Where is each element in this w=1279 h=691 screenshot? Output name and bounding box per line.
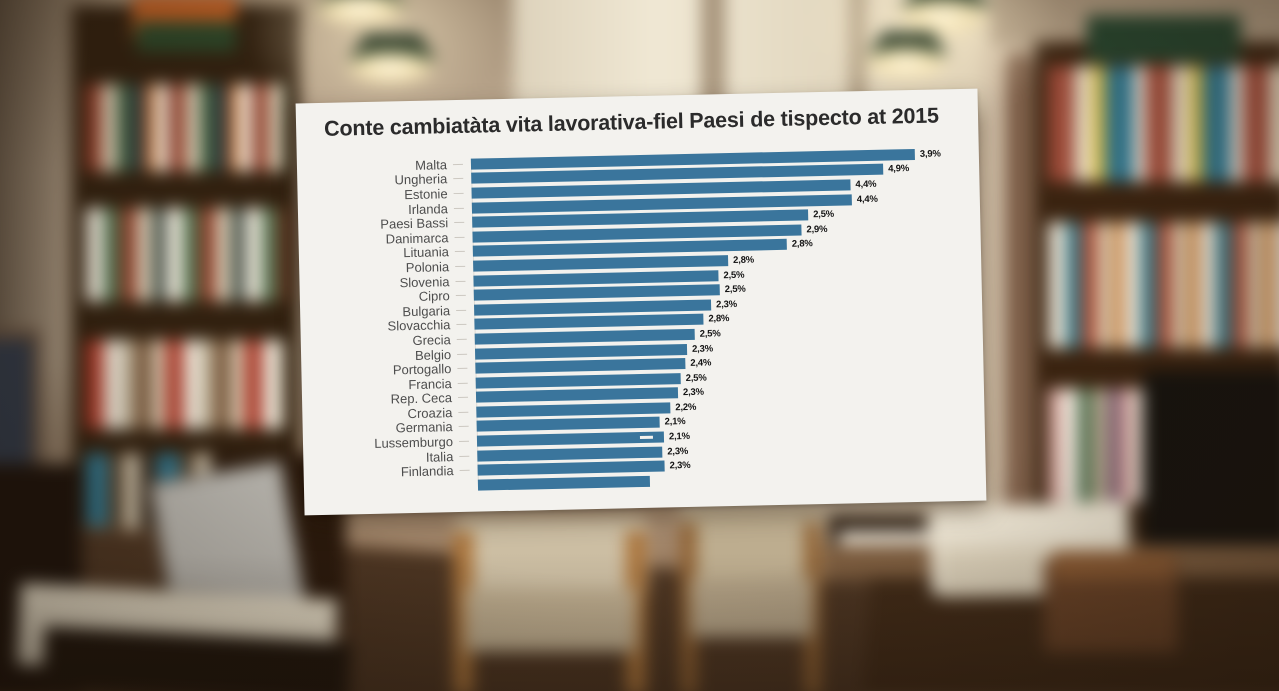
value-label: 2,8% (732, 254, 755, 266)
axis-tick (458, 426, 469, 428)
axis-tick (456, 309, 467, 311)
value-label: 2,3% (691, 342, 714, 355)
value-label: 2,1% (668, 431, 690, 443)
value-label: 2,3% (667, 445, 689, 458)
axis-tick (458, 397, 469, 399)
chart-title: Conte cambiatàta vita lavorativa-fiel Pa… (323, 103, 940, 141)
axis-tick (458, 440, 470, 443)
axis-tick (453, 192, 464, 195)
value-label: 2,9% (806, 223, 828, 236)
value-label: 4,4% (856, 193, 878, 205)
value-label: 2,5% (813, 208, 835, 221)
value-label: 2,3% (682, 386, 704, 399)
axis-tick (457, 367, 468, 370)
lamp-glow (893, 0, 994, 36)
value-label: 3,9% (919, 148, 941, 160)
axis-tick (453, 178, 464, 180)
value-label: 2,8% (708, 313, 730, 325)
value-label: 2,5% (723, 269, 745, 281)
axis-tick (452, 163, 463, 165)
armchair-post (680, 522, 697, 691)
value-label: 2,5% (724, 283, 746, 296)
axis-tick (454, 236, 465, 238)
bar (477, 475, 651, 491)
axis-tick (456, 338, 467, 340)
axis-tick (454, 251, 465, 253)
chart-poster: Conte cambiatàta vita lavorativa-fiel Pa… (295, 88, 987, 516)
category-label (304, 485, 454, 488)
value-label: 4,9% (888, 163, 910, 175)
axis-tick (457, 353, 468, 355)
book-row (85, 339, 285, 430)
armchair-back (680, 507, 823, 589)
axis-tick (454, 222, 465, 224)
armchair-seat (465, 588, 636, 652)
axis-tick (455, 280, 466, 282)
armchair-post (804, 522, 821, 691)
value-label: 2,3% (669, 460, 691, 472)
axis-tick (459, 455, 470, 457)
axis-tick (459, 470, 470, 472)
value-label: 2,5% (685, 372, 707, 384)
value-label: 2,4% (690, 357, 712, 370)
axis-tick (455, 294, 466, 297)
axis-tick (458, 411, 469, 413)
book-row (85, 207, 285, 302)
lamp-glow (341, 49, 440, 87)
value-label: 2,8% (791, 238, 813, 251)
axis-tick (456, 324, 467, 326)
books-on-top (136, 21, 237, 52)
axis-tick (455, 265, 466, 267)
book-stack-top (1052, 551, 1174, 580)
value-label: 2,5% (699, 328, 721, 340)
lamp-glow (309, 0, 411, 28)
book-row (1048, 65, 1279, 182)
value-label: 2,3% (715, 298, 738, 311)
value-label: 2,2% (675, 401, 697, 414)
book-row (1048, 222, 1279, 349)
books-on-top (1086, 15, 1241, 62)
armchair-back (453, 514, 649, 602)
axis-tick (457, 382, 468, 384)
category-label: Finlandia (400, 463, 454, 480)
lamp-glow (861, 45, 951, 81)
armchair-seat (690, 578, 813, 638)
monitor (1142, 370, 1279, 570)
value-label: 4,4% (855, 178, 877, 191)
value-label: 2,1% (664, 416, 686, 428)
bar-chart: Malta 3,9% Ungheria 4,9% Estonie 4,4% Irlanda 4… (297, 146, 976, 496)
axis-tick (453, 207, 464, 209)
bar-notch (639, 435, 653, 440)
